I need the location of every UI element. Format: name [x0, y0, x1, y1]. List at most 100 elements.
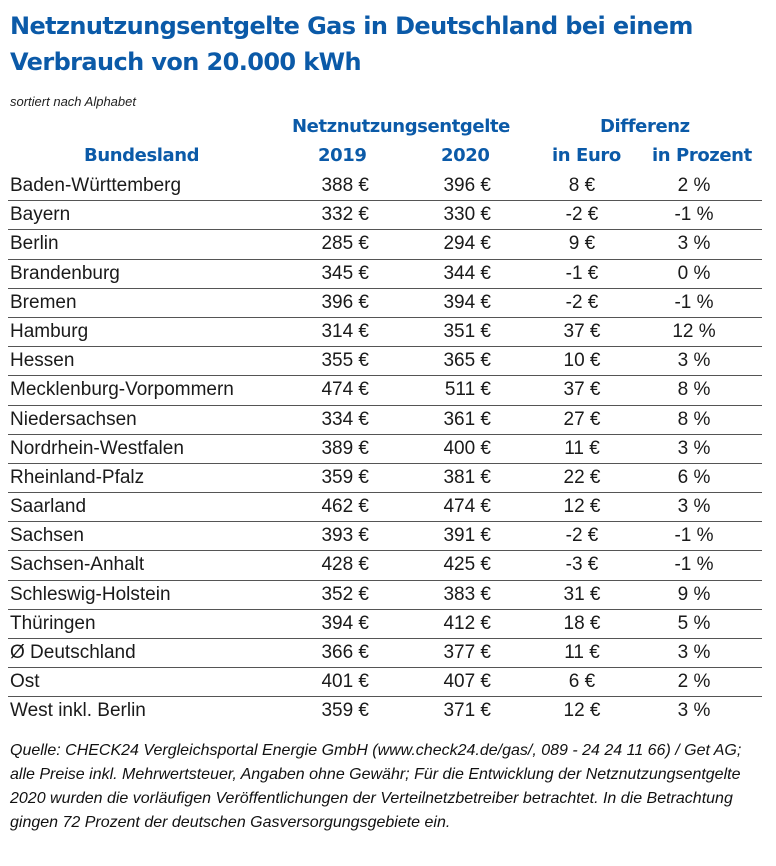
fee-2019-cell: 366 € — [321, 642, 369, 663]
diff-percent-cell: 6 % — [677, 466, 711, 488]
fee-2020-cell: 400 € — [443, 437, 491, 459]
state-cell: Saarland — [10, 496, 87, 518]
diff-euro-cell: 18 € — [563, 612, 601, 634]
diff-euro-cell: -2 € — [565, 525, 599, 547]
fee-2020-cell: 412 € — [443, 612, 491, 634]
fee-2020-cell: 344 € — [443, 262, 491, 284]
fee-2019-cell: 393 € — [321, 525, 369, 547]
diff-percent-cell: 3 % — [677, 642, 711, 663]
fee-2019-cell: 355 € — [321, 350, 369, 372]
state-cell: Hamburg — [10, 320, 89, 342]
diff-euro-cell: -1 € — [565, 262, 599, 284]
table-row: Brandenburg 345 € 344 € -1 € 0 % — [8, 260, 762, 289]
diff-euro-cell: 12 € — [563, 496, 601, 518]
state-cell: Brandenburg — [10, 262, 120, 284]
state-cell: Sachsen — [10, 525, 84, 547]
table-row: Nordrhein-Westfalen 389 € 400 € 11 € 3 % — [8, 435, 762, 464]
fee-2020-cell: 365 € — [443, 350, 491, 372]
header-2019: 2019 — [318, 145, 367, 166]
table-row: Bremen 396 € 394 € -2 € -1 % — [8, 289, 762, 318]
header-group-difference: Differenz — [600, 116, 690, 137]
diff-euro-cell: -2 € — [565, 291, 599, 313]
diff-euro-cell: 9 € — [568, 233, 596, 255]
diff-percent-cell: -1 % — [674, 554, 714, 576]
fee-2019-cell: 388 € — [321, 175, 369, 196]
state-cell: Ø Deutschland — [10, 642, 136, 663]
table-row: Berlin 285 € 294 € 9 € 3 % — [8, 230, 762, 260]
state-cell: Berlin — [10, 233, 59, 255]
header-2020: 2020 — [441, 145, 490, 166]
diff-euro-cell: 31 € — [563, 583, 601, 605]
fee-2020-cell: 381 € — [443, 466, 491, 488]
diff-euro-cell: 12 € — [563, 700, 601, 722]
fee-2019-cell: 359 € — [321, 466, 369, 488]
fee-2020-cell: 330 € — [443, 204, 491, 226]
diff-euro-cell: 10 € — [563, 350, 601, 372]
diff-percent-cell: 2 % — [677, 671, 711, 693]
fee-2019-cell: 462 € — [321, 496, 369, 518]
table-row: Saarland 462 € 474 € 12 € 3 % — [8, 493, 762, 523]
fee-2020-cell: 425 € — [443, 554, 491, 576]
source-note: Quelle: CHECK24 Vergleichsportal Energie… — [10, 742, 742, 831]
state-cell: Bayern — [10, 204, 71, 226]
table-title: Netznutzungsentgelte Gas in Deutschland … — [10, 12, 693, 76]
diff-percent-cell: 5 % — [677, 612, 711, 634]
table-row: Sachsen-Anhalt 428 € 425 € -3 € -1 % — [8, 551, 762, 581]
table-row: Bayern 332 € 330 € -2 € -1 % — [8, 201, 762, 231]
fee-2019-cell: 345 € — [321, 262, 369, 284]
fee-2020-cell: 371 € — [443, 700, 491, 722]
table-row: Ø Deutschland 366 € 377 € 11 € 3 % — [8, 639, 762, 669]
fee-2020-cell: 294 € — [443, 233, 491, 255]
diff-percent-cell: 8 % — [677, 379, 711, 401]
fee-2019-cell: 285 € — [321, 233, 369, 255]
fee-2020-cell: 474 € — [443, 496, 491, 518]
state-cell: Rheinland-Pfalz — [10, 466, 145, 488]
table-row: Schleswig-Holstein 352 € 383 € 31 € 9 % — [8, 581, 762, 610]
diff-percent-cell: 8 % — [677, 408, 711, 430]
header-in-percent: in Prozent — [652, 145, 752, 166]
diff-percent-cell: -1 % — [674, 525, 714, 547]
diff-percent-cell: 3 % — [677, 350, 711, 372]
diff-percent-cell: 9 % — [677, 583, 711, 605]
state-cell: Sachsen-Anhalt — [10, 554, 145, 576]
table-row: Rheinland-Pfalz 359 € 381 € 22 € 6 % — [8, 464, 762, 494]
diff-percent-cell: 2 % — [677, 175, 711, 196]
fee-2019-cell: 314 € — [321, 320, 369, 342]
header-group-fees: Netznutzungsentgelte — [292, 116, 510, 137]
diff-euro-cell: -3 € — [565, 554, 599, 576]
state-cell: Thüringen — [10, 612, 96, 634]
state-cell: Mecklenburg-Vorpommern — [10, 379, 234, 401]
fee-2020-cell: 396 € — [443, 175, 491, 196]
diff-euro-cell: 37 € — [563, 320, 601, 342]
diff-percent-cell: 3 % — [677, 437, 711, 459]
fee-2020-cell: 511 € — [444, 379, 491, 401]
table-row: Niedersachsen 334 € 361 € 27 € 8 % — [8, 406, 762, 435]
header-in-euro: in Euro — [552, 145, 621, 166]
fee-2019-cell: 334 € — [321, 408, 369, 430]
state-cell: Nordrhein-Westfalen — [10, 437, 184, 459]
state-cell: Ost — [10, 671, 40, 693]
fee-2020-cell: 407 € — [443, 671, 491, 693]
header-state: Bundesland — [84, 145, 200, 166]
diff-percent-cell: 3 % — [677, 700, 711, 722]
table-row: Thüringen 394 € 412 € 18 € 5 % — [8, 610, 762, 639]
fee-2020-cell: 394 € — [443, 291, 491, 313]
diff-percent-cell: 12 % — [672, 320, 716, 342]
diff-euro-cell: 37 € — [563, 379, 601, 401]
state-cell: Bremen — [10, 291, 77, 313]
fee-2019-cell: 389 € — [321, 437, 369, 459]
diff-euro-cell: 8 € — [568, 175, 596, 196]
fee-2020-cell: 391 € — [443, 525, 491, 547]
table-row: Mecklenburg-Vorpommern 474 € 511 € 37 € 8 % — [8, 376, 762, 406]
table-row: Sachsen 393 € 391 € -2 € -1 % — [8, 522, 762, 552]
table-row: West inkl. Berlin 359 € 371 € 12 € 3 % — [8, 697, 762, 726]
fee-2019-cell: 359 € — [321, 700, 369, 722]
fee-2020-cell: 377 € — [443, 642, 491, 663]
fee-2019-cell: 401 € — [321, 671, 369, 693]
diff-euro-cell: 6 € — [568, 671, 596, 693]
table-row: Hamburg 314 € 351 € 37 € 12 % — [8, 318, 762, 348]
diff-percent-cell: -1 % — [674, 204, 714, 226]
diff-euro-cell: -2 € — [565, 204, 599, 226]
table-row: Baden-Württemberg 388 € 396 € 8 € 2 % — [8, 172, 762, 202]
fee-2019-cell: 428 € — [321, 554, 369, 576]
